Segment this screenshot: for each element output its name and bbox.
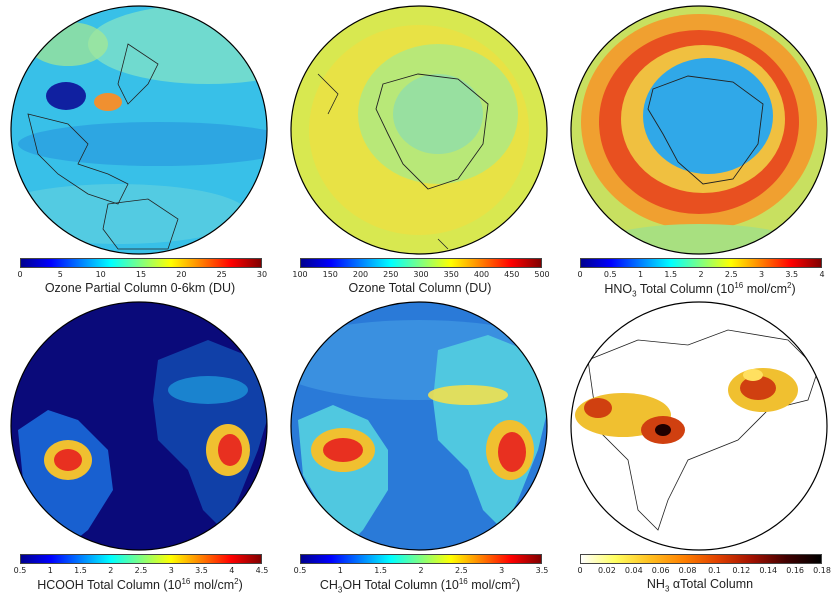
colorbar-tick-label: 3.5 [535, 566, 549, 575]
panel-nh3-column: 0 0.02 0.04 0.06 0.08 0.1 0.12 0.14 0.16 0.18 NH3… [560, 296, 840, 596]
globe-svg [290, 301, 548, 551]
colorbar-tick-label: 400 [473, 270, 490, 279]
colorbar-tick-label: 1.5 [374, 566, 388, 575]
colorbar-tick-label: 350 [443, 270, 459, 279]
colorbar-tick-label: 3 [758, 270, 765, 279]
colorbar-tick-label: 20 [176, 270, 187, 279]
panel-ozone-partial: 0 5 10 15 20 25 30 Ozone Partial Column 0-6km … [0, 0, 280, 300]
colorbar-tick-label: 0.08 [678, 566, 697, 575]
colorbar [20, 258, 262, 268]
globe-map [8, 300, 270, 552]
colorbar-tick-label: 250 [383, 270, 399, 279]
colorbar [300, 258, 542, 268]
colorbar-tick-label: 1 [47, 566, 53, 575]
colorbar-ticks: 0 0.5 1 1.5 2 2.5 3 3.5 4 [577, 270, 825, 280]
colorbar-tick-label: 500 [534, 270, 550, 279]
colorbar-tick-label: 25 [216, 270, 227, 279]
colorbar-tick-label: 0.02 [597, 566, 616, 575]
colorbar-tick-label: 450 [504, 270, 520, 279]
colorbar-tick-label: 10 [95, 270, 106, 279]
globe-map [288, 300, 550, 552]
colorbar-tick-label: 0.14 [759, 566, 778, 575]
colorbar-ticks: 100 150 200 250 300 350 400 450 500 [292, 270, 549, 280]
panel-title: HNO3 Total Column (1016 mol/cm2) [604, 281, 796, 299]
globe-svg [570, 301, 828, 551]
colorbar-tick-label: 0.1 [708, 566, 721, 575]
colorbar-tick-label: 3.5 [785, 270, 799, 279]
colorbar-tick-label: 100 [292, 270, 308, 279]
colorbar-tick-label: 1.5 [664, 270, 678, 279]
colorbar [580, 258, 822, 268]
panel-title: CH3OH Total Column (1016 mol/cm2) [319, 577, 521, 595]
colorbar-tick-label: 3 [499, 566, 505, 575]
colorbar-ticks: 0.5 1 1.5 2 2.5 3 3.5 [294, 566, 549, 576]
colorbar-tick-label: 0.16 [786, 566, 805, 575]
colorbar-tick-label: 200 [352, 270, 369, 279]
panel-title: NH3 αTotal Column [646, 577, 754, 594]
colorbar-tick-label: 1 [637, 270, 644, 279]
colorbar-tick-label: 0.04 [624, 566, 643, 575]
panel-hno3-total: 0 0.5 1 1.5 2 2.5 3 3.5 4 HNO3 Total Column (101… [560, 0, 840, 300]
colorbar-tick-label: 150 [322, 270, 338, 279]
colorbar-tick-label: 0 [577, 270, 583, 279]
colorbar-tick-label: 2.5 [454, 566, 468, 575]
globe-map [288, 4, 550, 256]
colorbar-tick-label: 0 [577, 566, 583, 575]
colorbar-tick-label: 0.12 [732, 566, 751, 575]
colorbar-tick-label: 0.06 [651, 566, 670, 575]
colorbar-tick-label: 2 [108, 566, 114, 575]
colorbar [20, 554, 262, 564]
colorbar-tick-label: 0.18 [813, 566, 831, 575]
colorbar-tick-label: 30 [256, 270, 268, 279]
colorbar-tick-label: 2 [698, 270, 704, 279]
globe-map [8, 4, 270, 256]
globe-svg [10, 5, 268, 255]
globe-map [568, 300, 830, 552]
colorbar-ticks: 0 0.02 0.04 0.06 0.08 0.1 0.12 0.14 0.16 0.18 [577, 566, 830, 576]
colorbar-tick-label: 4 [229, 566, 235, 575]
colorbar-tick-label: 2.5 [724, 270, 738, 279]
colorbar-tick-label: 0.5 [293, 566, 307, 575]
colorbar-tick-label: 15 [135, 270, 147, 279]
colorbar-tick-label: 4.5 [255, 566, 269, 575]
globe-svg [290, 5, 548, 255]
globe-svg [570, 5, 828, 255]
panel-ch3oh-total: 0.5 1 1.5 2 2.5 3 3.5 CH3OH Total Column (1016… [280, 296, 560, 596]
colorbar-tick-label: 0 [17, 270, 23, 279]
panel-title: Ozone Partial Column 0-6km (DU) [44, 281, 236, 295]
panel-title: HCOOH Total Column (1016 mol/cm2) [37, 577, 243, 593]
colorbar-tick-label: 0.5 [603, 270, 617, 279]
panel-hcooh-total: 0.5 1 1.5 2 2.5 3 3.5 4 4.5 HCOOH Total Column (… [0, 296, 280, 596]
colorbar-tick-label: 300 [413, 270, 429, 279]
globe-svg [10, 301, 268, 551]
colorbar-tick-label: 4 [819, 270, 825, 279]
panel-title: Ozone Total Column (DU) [348, 281, 492, 295]
colorbar-tick-label: 0.5 [13, 566, 27, 575]
colorbar-tick-label: 5 [57, 270, 63, 279]
colorbar-tick-label: 2 [418, 566, 424, 575]
colorbar-tick-label: 3 [168, 566, 174, 575]
colorbar-tick-label: 1.5 [74, 566, 87, 575]
panel-ozone-total: 100 150 200 250 300 350 400 450 500 Ozone Total … [280, 0, 560, 300]
globe-map [568, 4, 830, 256]
colorbar-ticks: 0 5 10 15 20 25 30 [17, 270, 267, 280]
colorbar [300, 554, 542, 564]
colorbar-tick-label: 3.5 [195, 566, 208, 575]
colorbar [580, 554, 822, 564]
colorbar-ticks: 0.5 1 1.5 2 2.5 3 3.5 4 4.5 [14, 566, 269, 576]
colorbar-tick-label: 2.5 [134, 566, 148, 575]
colorbar-tick-label: 1 [337, 566, 343, 575]
